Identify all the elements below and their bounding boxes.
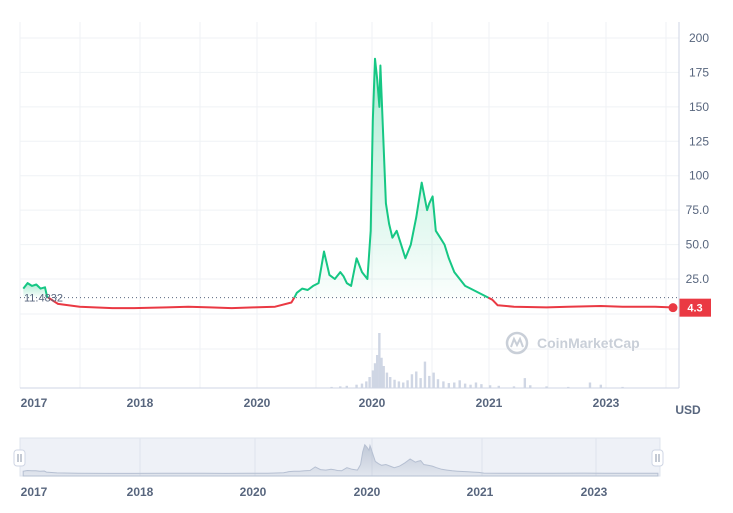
navigator-right-handle[interactable] xyxy=(651,449,664,467)
axes: 200 175 150 125 100 75.0 50.0 25.0 2017 2018 2020 2… xyxy=(20,22,709,417)
volume-bar xyxy=(436,379,440,388)
volume-bar xyxy=(406,380,409,388)
volume-bar xyxy=(469,384,472,388)
navigator-tick-label: 2017 xyxy=(21,485,48,499)
x-tick-label: 2021 xyxy=(476,396,503,410)
current-price-tag xyxy=(679,298,711,317)
line-segment-above xyxy=(293,57,489,299)
volume-bar xyxy=(410,374,414,388)
navigator-tick-label: 2021 xyxy=(467,485,494,499)
volume-bar xyxy=(355,384,358,388)
current-price-label: 4.3 xyxy=(687,303,702,315)
unit-label: USD xyxy=(675,403,701,417)
volume-bar xyxy=(378,333,381,388)
volume-bar xyxy=(330,386,333,388)
navigator-area xyxy=(22,443,659,477)
y-tick-label: 25.0 xyxy=(686,272,710,286)
volume-bar xyxy=(432,372,435,388)
watermark: CoinMarketCap xyxy=(505,331,640,355)
volume-bar xyxy=(523,378,527,388)
volume-bar xyxy=(371,370,375,388)
y-tick-label: 150 xyxy=(689,100,709,114)
volume-bar xyxy=(512,386,516,388)
volume-bar xyxy=(385,372,389,388)
x-tick-label: 2020 xyxy=(359,396,386,410)
volume-bar xyxy=(621,386,624,388)
y-tick-label: 125 xyxy=(689,134,709,148)
volume-bar xyxy=(402,382,405,388)
grid-lines xyxy=(19,22,679,388)
area-above-reference xyxy=(23,283,49,298)
volume-bar xyxy=(380,357,383,388)
volume-bar xyxy=(474,382,478,388)
volume-bar xyxy=(423,361,427,388)
line-segment-below xyxy=(487,296,677,309)
navigator-tick-label: 2020 xyxy=(354,485,381,499)
volume-bar xyxy=(447,383,451,388)
handle-box[interactable] xyxy=(651,449,664,467)
current-price-dot xyxy=(668,303,678,313)
navigator-background xyxy=(19,437,661,477)
volume-bar xyxy=(397,381,401,388)
reference-line: 11.4832 4.3 xyxy=(20,293,711,317)
volume-bars xyxy=(330,333,624,388)
volume-bar xyxy=(345,385,348,388)
navigator-tick-label: 2018 xyxy=(127,485,154,499)
y-tick-label: 200 xyxy=(689,31,709,45)
volume-bar xyxy=(375,355,379,388)
volume-bar xyxy=(599,384,603,388)
volume-bar xyxy=(588,382,592,388)
volume-bar xyxy=(463,383,467,388)
volume-bar xyxy=(339,386,342,388)
coinmarketcap-logo-mark xyxy=(510,336,524,348)
line-segment-above xyxy=(22,282,49,299)
volume-bar xyxy=(545,386,548,388)
volume-bar xyxy=(453,382,456,388)
y-tick-label: 175 xyxy=(689,65,709,79)
x-tick-label: 2020 xyxy=(244,396,271,410)
volume-bar xyxy=(442,381,445,388)
volume-bar xyxy=(497,385,500,388)
volume-bar xyxy=(488,385,492,388)
volume-bar xyxy=(389,377,392,388)
coinmarketcap-logo-icon xyxy=(505,331,529,355)
volume-bar xyxy=(373,363,377,388)
volume-bar xyxy=(529,385,532,388)
volume-bar xyxy=(428,375,431,388)
volume-bar xyxy=(393,379,396,388)
line-segment-below xyxy=(47,296,296,310)
area-fill xyxy=(23,58,489,298)
range-navigator[interactable]: 2017 2018 2020 2020 2021 2023 xyxy=(13,437,664,499)
area-above-reference xyxy=(294,58,489,298)
volume-bar xyxy=(480,384,483,388)
x-tick-label: 2023 xyxy=(593,396,620,410)
volume-bar xyxy=(567,386,570,388)
y-tick-label: 100 xyxy=(689,169,709,183)
volume-bar xyxy=(382,366,385,388)
y-tick-label: 50.0 xyxy=(686,238,710,252)
volume-bar xyxy=(458,380,461,388)
navigator-tick-label: 2023 xyxy=(581,485,608,499)
x-tick-label: 2017 xyxy=(21,396,48,410)
x-tick-label: 2018 xyxy=(127,396,154,410)
volume-bar xyxy=(415,371,418,388)
price-line xyxy=(22,57,677,310)
handle-box[interactable] xyxy=(13,449,26,467)
reference-value-label: 11.4832 xyxy=(24,293,63,305)
volume-bar xyxy=(365,381,368,388)
volume-bar xyxy=(360,383,364,388)
navigator-tick-label: 2020 xyxy=(240,485,267,499)
watermark-text: CoinMarketCap xyxy=(537,335,640,351)
volume-bar xyxy=(419,378,422,388)
y-tick-label: 75.0 xyxy=(686,203,710,217)
navigator-left-handle[interactable] xyxy=(13,449,26,467)
volume-bar xyxy=(368,377,371,388)
